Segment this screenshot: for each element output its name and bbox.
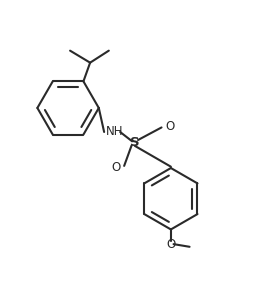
Text: O: O: [166, 120, 175, 132]
Text: S: S: [130, 136, 140, 149]
Text: NH: NH: [105, 126, 123, 139]
Text: O: O: [111, 161, 120, 174]
Text: O: O: [166, 238, 175, 251]
